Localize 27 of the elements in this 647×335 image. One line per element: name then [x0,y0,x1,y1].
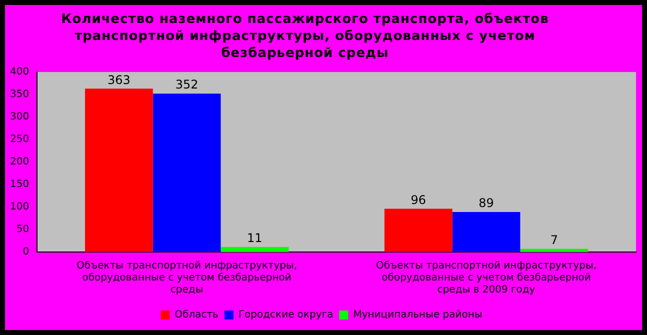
y-tick-label: 300 [10,112,30,123]
chart-title: Количество наземного пассажирского транспорта, объектов транспортной инфраструктуры, оборудованных с учетом безбарьерной среды [60,11,550,62]
x-tick-label: Объекты транспортной инфраструктуры, оборудованные с учетом безбарьерной среды [76,260,298,296]
data-label: 352 [175,78,198,92]
data-label: 363 [107,72,130,87]
data-label: 11 [247,231,262,246]
y-tick-label: 250 [10,134,30,146]
y-tick-label: 50 [16,224,30,236]
data-label: 7 [550,232,558,247]
bar [520,248,588,252]
y-tick-label: 200 [10,156,30,168]
legend-label: Городские округа [238,310,334,321]
bar [384,208,452,252]
y-tick-label: 150 [10,179,30,190]
legend-label: Область [174,310,219,321]
bar [220,247,289,252]
data-label: 89 [478,196,494,210]
y-tick-label: 350 [10,89,30,100]
y-tick-label: 0 [22,246,30,258]
data-label: 96 [410,192,426,207]
legend-label: Муниципальные районы [353,310,482,321]
bar [152,94,221,252]
y-tick-label: 100 [10,202,30,213]
y-tick-label: 400 [10,66,30,78]
bar [85,88,153,252]
bar [452,212,520,252]
x-tick-label: Объекты транспортной инфраструктуры, оборудованные с учетом безбарьерной среды в 2009 году [376,260,597,296]
